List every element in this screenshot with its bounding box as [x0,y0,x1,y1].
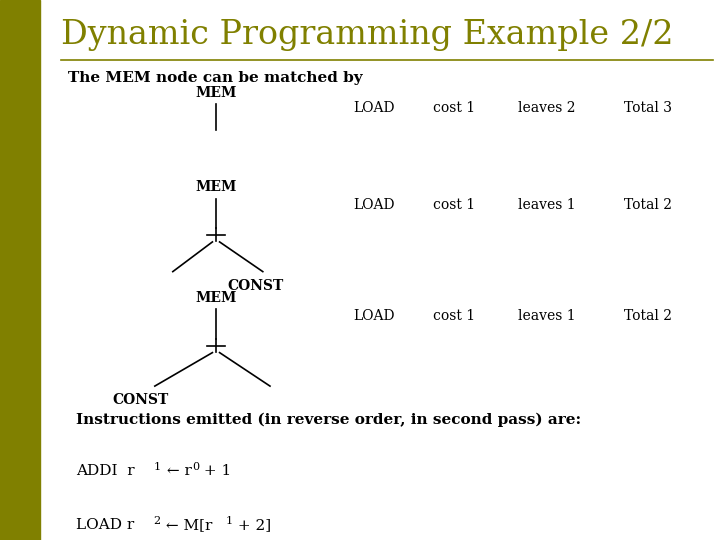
Text: LOAD: LOAD [354,198,395,212]
Text: ADDI  r: ADDI r [76,464,134,478]
Text: ← M[r: ← M[r [161,518,212,532]
Text: 2: 2 [153,516,161,526]
Text: Instructions emitted (in reverse order, in second pass) are:: Instructions emitted (in reverse order, … [76,413,581,428]
Text: CONST: CONST [112,393,168,407]
Text: LOAD: LOAD [354,309,395,323]
Text: LOAD r: LOAD r [76,518,134,532]
Text: leaves 1: leaves 1 [518,198,576,212]
Text: cost 1: cost 1 [433,101,474,115]
Text: MEM: MEM [195,180,237,194]
Text: cost 1: cost 1 [433,309,474,323]
Text: leaves 1: leaves 1 [518,309,576,323]
Text: ← r: ← r [162,464,192,478]
Text: 0: 0 [192,462,199,472]
Text: 1: 1 [225,516,233,526]
Text: Total 3: Total 3 [624,101,672,115]
Text: 1: 1 [153,462,161,472]
Text: cost 1: cost 1 [433,198,474,212]
Text: LOAD: LOAD [354,101,395,115]
Text: leaves 2: leaves 2 [518,101,576,115]
Text: Total 2: Total 2 [624,198,672,212]
Text: + 2]: + 2] [233,518,271,532]
Text: MEM: MEM [195,86,237,100]
Text: MEM: MEM [195,291,237,305]
Text: Dynamic Programming Example 2/2: Dynamic Programming Example 2/2 [61,19,674,51]
Text: + 1: + 1 [199,464,232,478]
Text: CONST: CONST [228,279,284,293]
Text: The MEM node can be matched by: The MEM node can be matched by [68,71,363,85]
Text: Total 2: Total 2 [624,309,672,323]
